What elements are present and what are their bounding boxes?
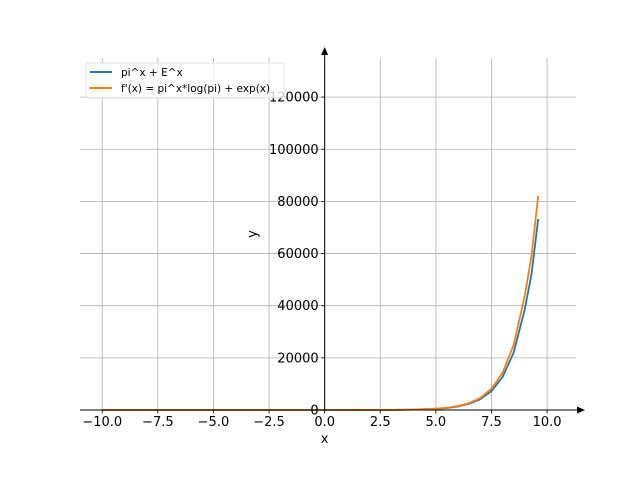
grid-lines (80, 58, 576, 411)
series-line-1 (102, 195, 540, 411)
y-tick-label: 100000 (269, 143, 319, 158)
y-tick-label: 40000 (277, 299, 318, 314)
y-tick-label: 80000 (277, 195, 318, 210)
y-tick-label: 0 (310, 404, 318, 419)
y-tick-label: 20000 (277, 351, 318, 366)
x-tick-label: 5.0 (426, 415, 447, 430)
x-tick-label: −7.5 (142, 415, 174, 430)
plot-lines (102, 195, 540, 411)
tick-labels: −10.0 −7.5 −5.0 −2.5 0.0 2.5 5.0 7.5 10.0 0 20000 4… (82, 91, 561, 430)
legend-label-derivative: f'(x) = pi^x*log(pi) + exp(x) (121, 83, 270, 95)
x-tick-label: 10.0 (533, 415, 562, 430)
x-axis-label: x (321, 432, 329, 447)
x-tick-label: −10.0 (82, 415, 122, 430)
x-tick-label: −5.0 (198, 415, 230, 430)
x-tick-label: −2.5 (253, 415, 285, 430)
x-axis-arrow-icon (577, 406, 585, 414)
y-axis-arrow-icon (321, 47, 329, 55)
series-line-0 (102, 218, 540, 411)
x-tick-label: 7.5 (481, 415, 502, 430)
legend: pi^x + E^x f'(x) = pi^x*log(pi) + exp(x) (85, 62, 285, 99)
y-tick-label: 60000 (277, 247, 318, 262)
x-tick-label: 0.0 (314, 415, 335, 430)
axes (80, 47, 585, 414)
legend-label-pi-x-plus-e-x: pi^x + E^x (121, 67, 183, 79)
x-tick-label: 2.5 (370, 415, 391, 430)
y-axis-label: y (246, 230, 261, 238)
